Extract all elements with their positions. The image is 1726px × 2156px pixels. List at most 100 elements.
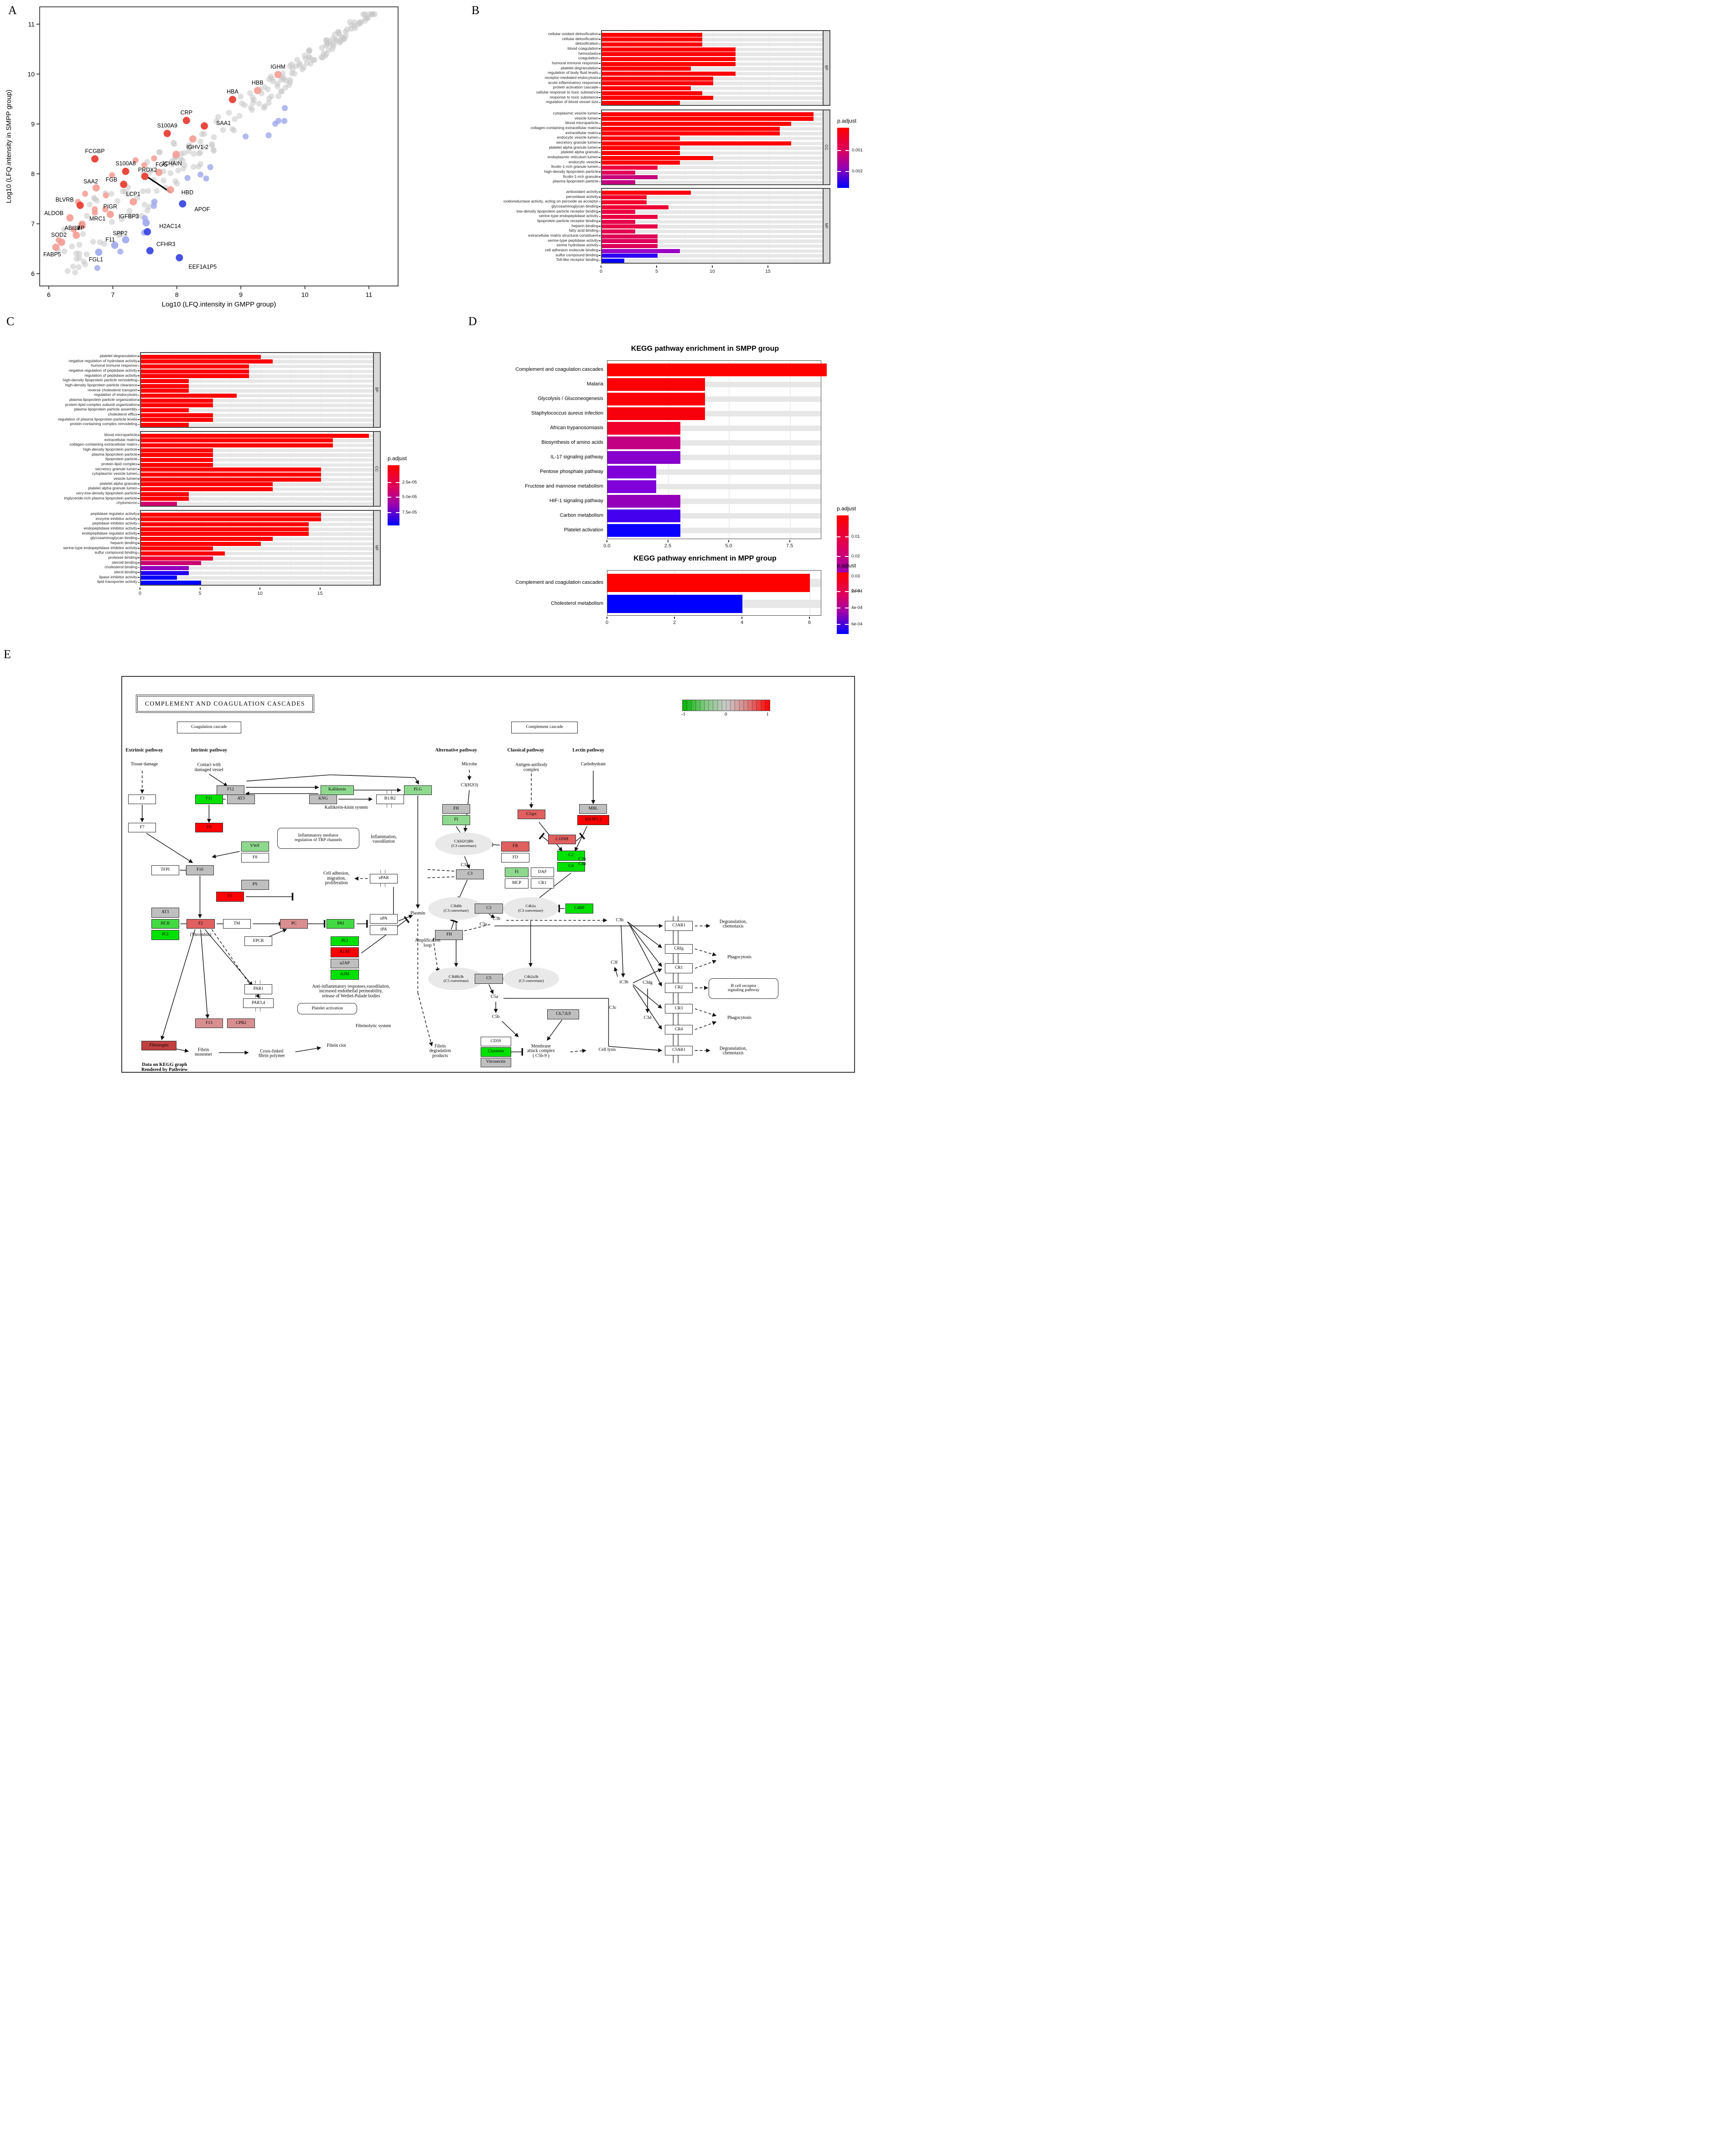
go-bar-MF-5 bbox=[602, 215, 658, 219]
go-bar-BP-1 bbox=[602, 37, 702, 42]
gene-point-SAA1 bbox=[201, 122, 208, 130]
row-stripe bbox=[141, 369, 373, 373]
row-stripe bbox=[141, 581, 373, 585]
row-stripe bbox=[602, 176, 823, 179]
row-tick bbox=[599, 58, 601, 59]
go-term-label: platelet alpha granule bbox=[99, 481, 137, 486]
gene-label-HBD: HBD bbox=[181, 189, 193, 196]
row-tick bbox=[138, 552, 140, 554]
go-term-label: platelet degranulation bbox=[560, 65, 598, 70]
row-stripe bbox=[602, 239, 823, 243]
legend-notch bbox=[845, 536, 849, 537]
row-tick bbox=[138, 375, 140, 376]
row-tick bbox=[138, 519, 140, 520]
gene-label-PIGR: PIGR bbox=[104, 203, 118, 210]
gene-label-JCHAIN: JCHAIN bbox=[161, 161, 182, 167]
go-term-label: ficolin-1-rich granule lumen bbox=[551, 164, 598, 169]
facet-strip-label: MF bbox=[374, 545, 379, 551]
go-bar-MF-7 bbox=[141, 546, 213, 551]
scatter-panel: 6 7 8 9 10 11 6 7 8 9 10 11 Log10 (LFQ.intensity in … bbox=[5, 6, 399, 308]
svg-text:10: 10 bbox=[301, 291, 309, 298]
legend-tick-label: 0.03 bbox=[851, 574, 860, 579]
go-bar-MF-5 bbox=[141, 537, 273, 541]
go-term-label: triglyceride-rich plasma lipoprotein par… bbox=[64, 495, 137, 500]
go-bar-MF-13 bbox=[141, 576, 177, 580]
go-term-label: plasma lipoprotein particle assembly bbox=[74, 407, 137, 412]
gene-node-FI1: FI bbox=[442, 815, 470, 825]
row-tick bbox=[138, 444, 140, 446]
row-tick bbox=[599, 221, 601, 222]
go-term-label: acute inflammatory response bbox=[548, 80, 598, 85]
pathway-text: Degranulation, chemotaxis bbox=[719, 919, 747, 929]
gene-node-uPAR: uPAR bbox=[369, 873, 398, 883]
panel-label-b: B bbox=[472, 4, 480, 17]
go-term-label: peptidase regulator activity bbox=[90, 511, 137, 516]
gene-node-FH1: FH bbox=[442, 804, 470, 814]
row-stripe bbox=[602, 151, 823, 155]
row-tick bbox=[138, 370, 140, 371]
row-tick bbox=[138, 464, 140, 465]
gene-node-F10: F10 bbox=[186, 865, 214, 875]
row-tick bbox=[138, 449, 140, 450]
go-term-label: humoral immune response bbox=[91, 363, 137, 368]
row-tick bbox=[138, 414, 140, 415]
go-term-label: steroid binding bbox=[112, 560, 137, 565]
go-term-label: regulation of endocytosis bbox=[93, 392, 137, 397]
go-bar-BP-10 bbox=[141, 403, 213, 408]
gene-node-HCII: HCII bbox=[151, 919, 179, 929]
go-bar-MF-6 bbox=[141, 541, 261, 546]
facet-plot-BP bbox=[601, 30, 824, 106]
pathway-edges bbox=[140, 770, 717, 1063]
row-tick bbox=[138, 543, 140, 544]
go-bar-CC-6 bbox=[602, 141, 791, 145]
row-tick bbox=[138, 562, 140, 563]
x-tick bbox=[767, 265, 768, 268]
go-term-label: cytoplasmic vesicle lumen bbox=[553, 111, 598, 115]
kegg-bar-label: Complement and coagulation cascades bbox=[515, 367, 603, 372]
row-tick bbox=[599, 39, 601, 40]
go-term-label: protein-containing complex remodeling bbox=[70, 421, 137, 426]
facet-strip-label: BP bbox=[824, 65, 829, 71]
facet-plot-CC bbox=[601, 109, 824, 185]
go-bar-CC-1 bbox=[141, 438, 333, 443]
row-stripe bbox=[141, 561, 373, 565]
go-term-label: secretory granule lumen bbox=[95, 466, 137, 471]
go-term-label: endoplasmic reticulum lumen bbox=[547, 155, 598, 159]
gene-label-FCGBP: FCGBP bbox=[85, 148, 105, 154]
gene-node-C3AR1: C3AR1 bbox=[665, 921, 693, 931]
go-bar-BP-9 bbox=[602, 76, 713, 81]
pathway-text: Microbe bbox=[461, 761, 477, 767]
go-term-label: blood coagulation bbox=[567, 46, 598, 51]
gene-node-CR3: CR3 bbox=[665, 1003, 693, 1014]
row-stripe bbox=[602, 259, 823, 263]
row-stripe bbox=[602, 86, 823, 90]
svg-text:11: 11 bbox=[366, 291, 373, 298]
row-tick bbox=[599, 118, 601, 119]
go-term-label: extracellular matrix bbox=[104, 437, 137, 442]
row-stripe bbox=[141, 389, 373, 393]
row-stripe bbox=[602, 196, 823, 199]
row-tick bbox=[599, 97, 601, 98]
row-tick bbox=[138, 483, 140, 484]
row-stripe bbox=[602, 244, 823, 248]
legend-notch bbox=[837, 171, 841, 172]
row-stripe bbox=[602, 191, 823, 194]
gene-node-KAL: Kallikrein bbox=[320, 785, 354, 795]
go-bar-BP-2 bbox=[141, 364, 249, 369]
gene-node-FBG: Fibrinogen bbox=[141, 1040, 176, 1051]
figure-canvas: A B C D E 6 7 8 9 10 11 6 7 8 9 10 11 Log10 (LFQ.int… bbox=[0, 0, 863, 1079]
go-bar-BP-1 bbox=[141, 359, 273, 364]
go-bar-MF-12 bbox=[141, 571, 189, 575]
pathway-text: Contact with damaged vessel bbox=[194, 762, 223, 773]
row-stripe bbox=[141, 404, 373, 407]
gene-label-CFHR3: CFHR3 bbox=[156, 241, 176, 248]
go-bar-CC-2 bbox=[602, 122, 791, 126]
gene-node-C6789: C6,7,8,9 bbox=[547, 1009, 580, 1019]
facet-strip-label: CC bbox=[824, 144, 829, 151]
facet-strip-label: CC bbox=[374, 466, 379, 472]
membrane-stub bbox=[255, 980, 260, 984]
go-bar-BP-5 bbox=[602, 57, 736, 62]
go-term-label: vesicle lumen bbox=[113, 476, 137, 481]
x-tick-label: 0 bbox=[605, 620, 609, 625]
row-tick bbox=[138, 493, 140, 494]
